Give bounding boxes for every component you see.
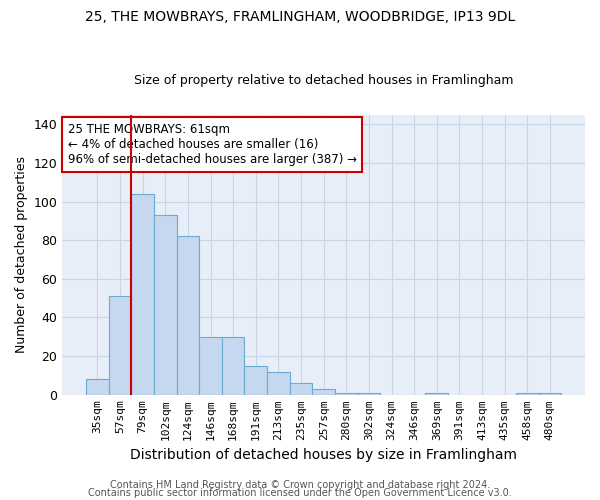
Text: Contains HM Land Registry data © Crown copyright and database right 2024.: Contains HM Land Registry data © Crown c… bbox=[110, 480, 490, 490]
Text: 25 THE MOWBRAYS: 61sqm
← 4% of detached houses are smaller (16)
96% of semi-deta: 25 THE MOWBRAYS: 61sqm ← 4% of detached … bbox=[68, 123, 356, 166]
Text: 25, THE MOWBRAYS, FRAMLINGHAM, WOODBRIDGE, IP13 9DL: 25, THE MOWBRAYS, FRAMLINGHAM, WOODBRIDG… bbox=[85, 10, 515, 24]
Bar bbox=[267, 372, 290, 395]
Bar bbox=[199, 337, 222, 395]
Bar bbox=[154, 215, 176, 395]
Bar bbox=[131, 194, 154, 395]
X-axis label: Distribution of detached houses by size in Framlingham: Distribution of detached houses by size … bbox=[130, 448, 517, 462]
Bar bbox=[244, 366, 267, 395]
Title: Size of property relative to detached houses in Framlingham: Size of property relative to detached ho… bbox=[134, 74, 514, 87]
Y-axis label: Number of detached properties: Number of detached properties bbox=[15, 156, 28, 353]
Bar bbox=[516, 393, 539, 395]
Bar bbox=[176, 236, 199, 395]
Bar bbox=[313, 389, 335, 395]
Bar bbox=[290, 383, 313, 395]
Bar bbox=[109, 296, 131, 395]
Text: Contains public sector information licensed under the Open Government Licence v3: Contains public sector information licen… bbox=[88, 488, 512, 498]
Bar bbox=[222, 337, 244, 395]
Bar bbox=[425, 393, 448, 395]
Bar bbox=[335, 393, 358, 395]
Bar bbox=[539, 393, 561, 395]
Bar bbox=[358, 393, 380, 395]
Bar bbox=[86, 380, 109, 395]
